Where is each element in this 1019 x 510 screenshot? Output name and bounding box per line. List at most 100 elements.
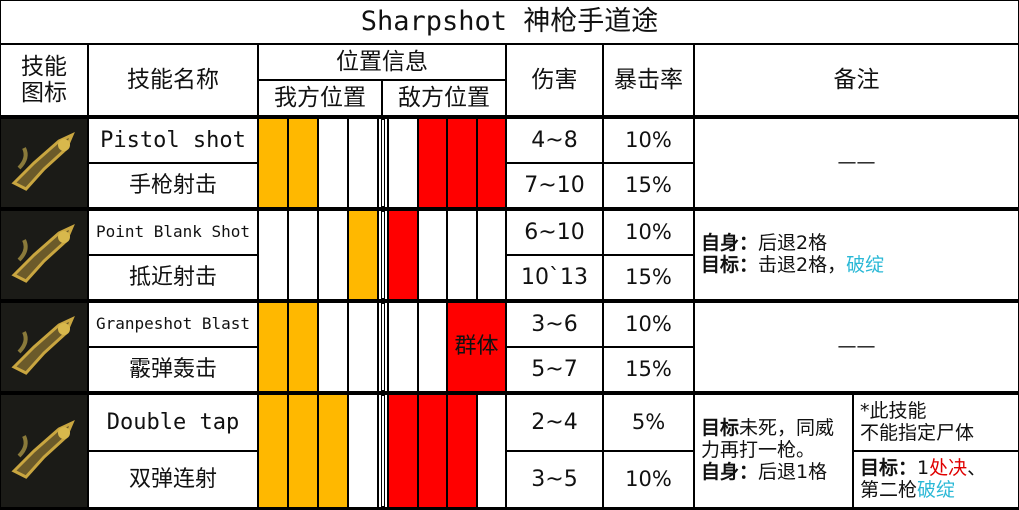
our-position <box>349 119 377 207</box>
enemy-position <box>418 395 446 507</box>
our-position <box>319 211 347 299</box>
title-cell: Sharpshot 神枪手道途 <box>1 1 1018 43</box>
damage-cell: 3~5 <box>507 452 602 507</box>
note-text: 1 <box>917 456 930 479</box>
crit: 15% <box>625 173 672 198</box>
skill-icon <box>1 395 87 507</box>
enemy-position <box>477 211 505 299</box>
name-cn-cell: 手枪射击 <box>89 164 257 207</box>
separator <box>379 119 387 207</box>
name-en-cell: Pistol shot <box>89 119 257 162</box>
damage-cell: 6~10 <box>507 211 602 254</box>
name-cn-cell: 双弹连射 <box>89 452 257 507</box>
note-line: 目标：击退2格，破绽 <box>701 254 884 277</box>
note-text: 目标： <box>860 456 918 479</box>
note-line: —— <box>838 335 876 358</box>
our-position <box>319 119 347 207</box>
crit-cell: 5% <box>604 395 693 450</box>
note-line: 自身：后退2格 <box>701 232 828 255</box>
header-text: 敌方位置 <box>398 84 490 111</box>
crit: 10% <box>625 312 672 337</box>
crit: 10% <box>625 467 672 492</box>
skill-icon <box>1 119 87 207</box>
enemy-position <box>448 395 476 507</box>
header-text: 我方位置 <box>274 84 366 111</box>
note-line: 力再打一枪。 <box>701 439 816 462</box>
note-text: 未死，同威 <box>739 417 835 440</box>
separator <box>379 211 387 299</box>
damage-cell: 3~6 <box>507 303 602 346</box>
enemy-position <box>418 211 446 299</box>
our-position <box>319 303 347 391</box>
name-cn-cell: 抵近射击 <box>89 256 257 299</box>
note-text: 不能指定尸体 <box>860 421 975 444</box>
note-line: 目标未死，同威 <box>701 417 835 440</box>
note-text: 自身： <box>701 232 759 255</box>
note-text: 击退2格， <box>758 254 847 276</box>
header-ours: 我方位置 <box>259 81 381 115</box>
separator <box>379 395 387 507</box>
skill-name-cn: 手枪射击 <box>128 172 217 198</box>
crit-cell: 15% <box>604 164 693 207</box>
header-text: 伤害 <box>531 66 578 93</box>
skill-name-en: Point Blank Shot <box>95 222 251 242</box>
note-text: 、 <box>967 456 987 479</box>
our-position <box>259 303 287 391</box>
our-position <box>259 395 287 507</box>
name-cn-cell: 霰弹轰击 <box>89 348 257 391</box>
damage: 7~10 <box>524 172 585 198</box>
crit: 5% <box>631 410 666 435</box>
header-text: 备注 <box>833 66 880 93</box>
enemy-position <box>389 395 417 507</box>
damage: 2~4 <box>531 409 578 435</box>
note-text: 目标 <box>701 417 740 440</box>
title: Sharpshot 神枪手道途 <box>360 6 659 38</box>
skill-icon <box>1 211 87 299</box>
header-text: 位置信息 <box>336 48 428 75</box>
note-line: 目标：1处决、 <box>860 456 987 480</box>
crit: 10% <box>625 128 672 153</box>
notes-cell: 自身：后退2格 目标：击退2格，破绽 <box>695 211 1018 299</box>
crit-cell: 15% <box>604 256 693 299</box>
our-position <box>319 395 347 507</box>
crit: 15% <box>625 357 672 382</box>
note-text: 后退2格 <box>758 232 828 255</box>
name-en-cell: Point Blank Shot <box>89 211 257 254</box>
note-text: 破绽 <box>917 478 956 501</box>
our-position <box>289 211 317 299</box>
enemy-position <box>418 303 446 391</box>
note-line: —— <box>837 151 876 174</box>
crit-cell: 10% <box>604 303 693 346</box>
icon <box>11 316 75 375</box>
note-line: *此技能 <box>860 399 927 423</box>
enemy-position <box>389 119 417 207</box>
header-damage: 伤害 <box>507 45 602 115</box>
notes-cell: 目标未死，同威 力再打一枪。 自身：后退1格 <box>695 395 852 507</box>
note-line: 第二枪破绽 <box>860 478 956 502</box>
enemy-position <box>477 395 505 507</box>
damage-cell: 4~8 <box>507 119 602 162</box>
note-text: 自身： <box>701 460 759 483</box>
notes-cell: 目标：1处决、 第二枪破绽 <box>854 452 1018 507</box>
skill-name-en: Double tap <box>106 409 240 435</box>
skill-name-cn: 抵近射击 <box>128 264 217 290</box>
header-notes: 备注 <box>695 45 1018 115</box>
header-name: 技能名称 <box>89 45 257 115</box>
enemy-position <box>418 119 446 207</box>
note-text: 力再打一枪。 <box>701 439 816 462</box>
crit: 15% <box>625 265 672 290</box>
enemy-position <box>448 211 476 299</box>
skill-icon <box>1 303 87 391</box>
enemy-position <box>389 303 417 391</box>
skill-name-cn: 霰弹轰击 <box>128 356 217 382</box>
note-text: *此技能 <box>860 399 927 422</box>
note-text: 第二枪 <box>860 478 918 501</box>
crit-cell: 10% <box>604 452 693 507</box>
header-position: 位置信息 <box>259 45 505 79</box>
name-en-cell: Granpeshot Blast <box>89 303 257 346</box>
damage-cell: 10`13 <box>507 256 602 299</box>
note-text: —— <box>837 151 876 174</box>
header-text: 技能 <box>21 53 67 80</box>
header-enemy: 敌方位置 <box>383 81 505 115</box>
